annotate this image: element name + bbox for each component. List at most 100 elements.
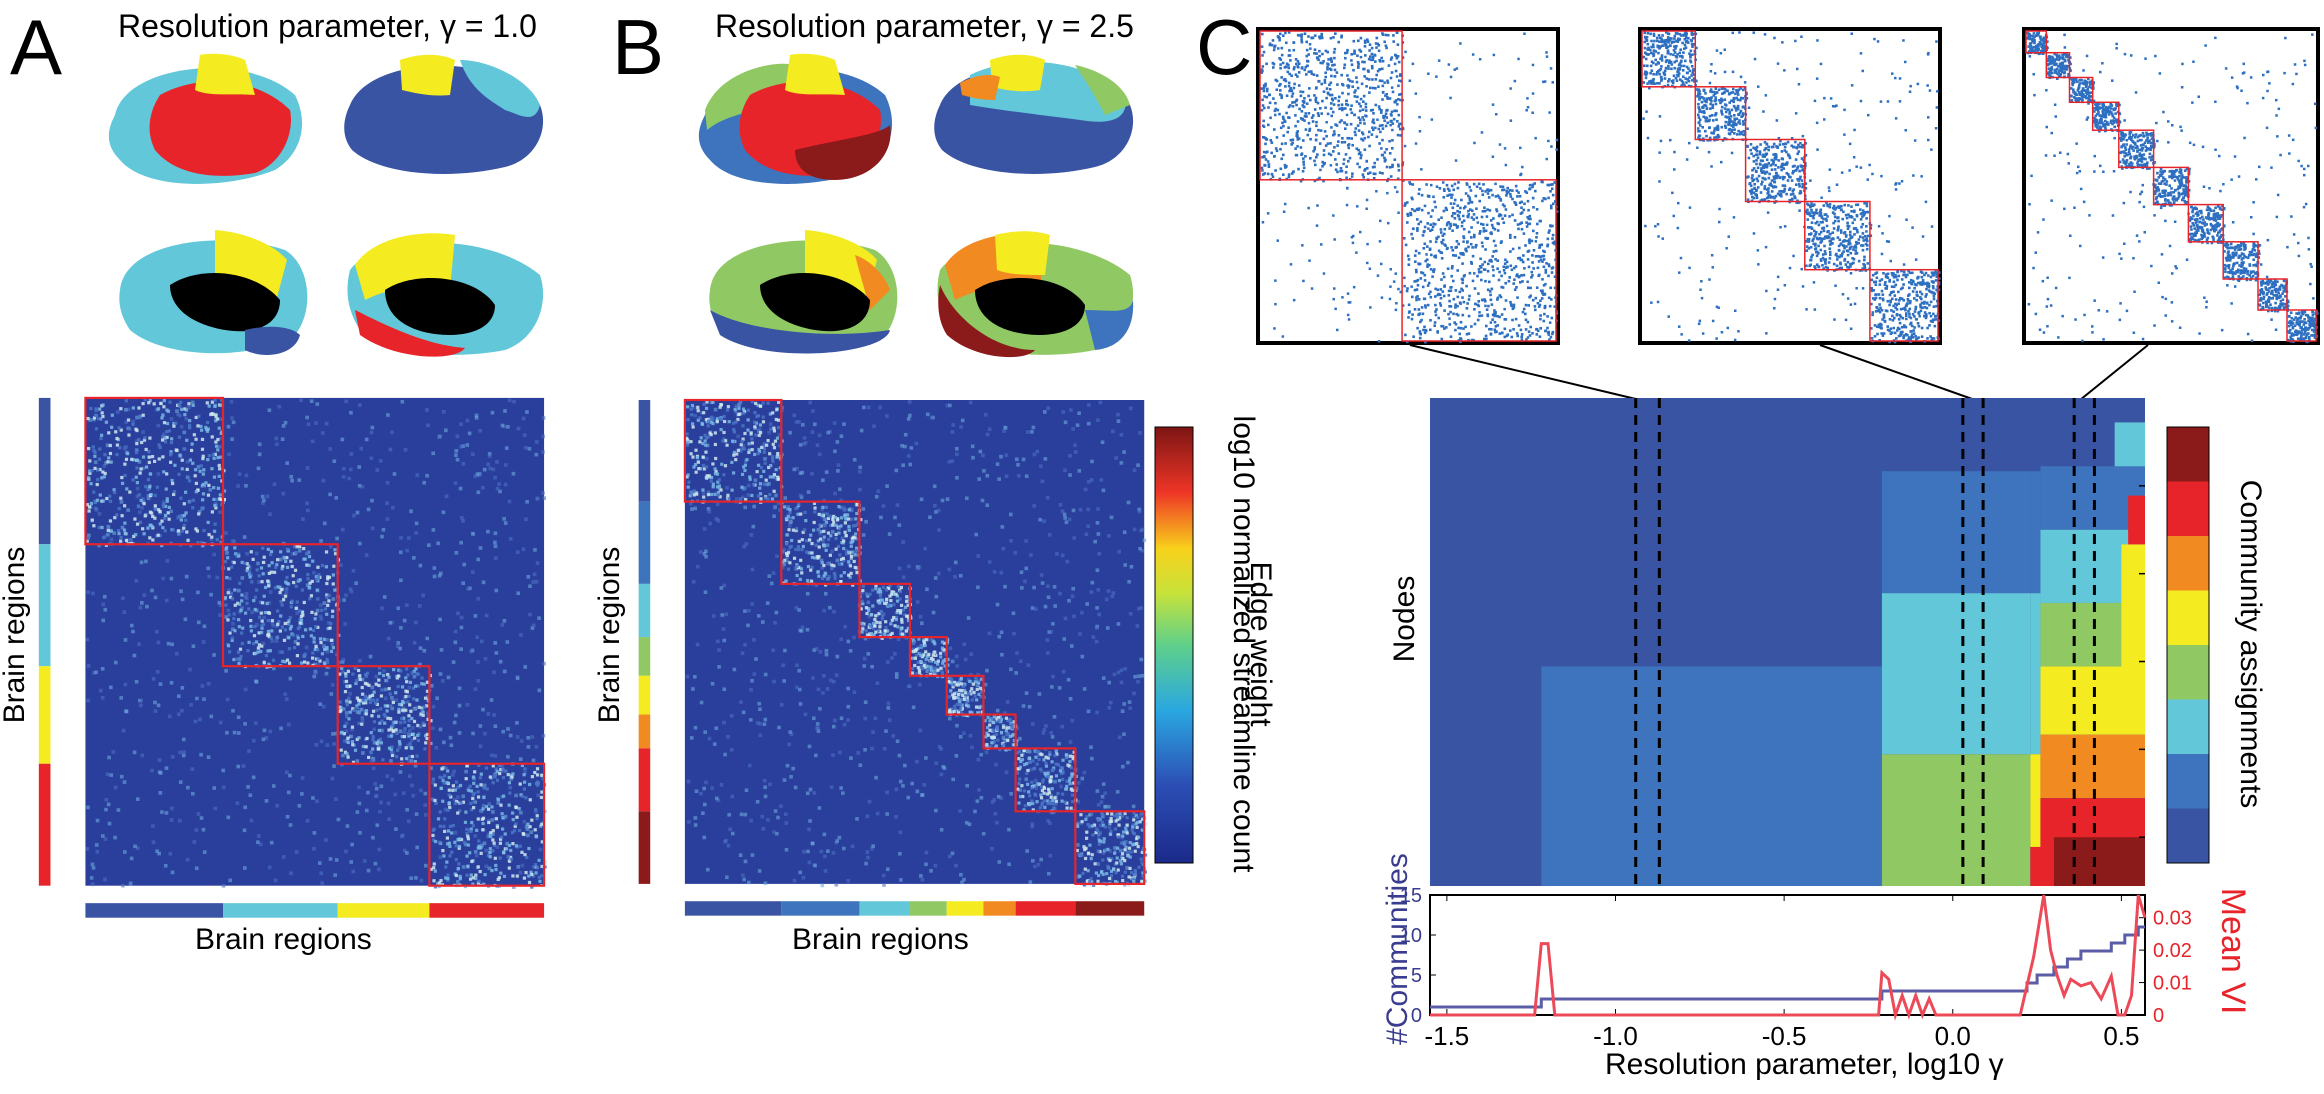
community-region [2030, 754, 2041, 847]
community-bar-bottom [781, 901, 860, 916]
community-block [336, 665, 431, 765]
inset-block [1694, 86, 1747, 141]
inset-block [2152, 166, 2190, 206]
panel-b-colorbar-label-2: log10 normalized streamline count [1227, 415, 1260, 873]
brain-lateral-left [698, 53, 893, 184]
community-bar-left [638, 400, 651, 502]
community-bar-left [638, 637, 651, 676]
brain-medial-right [937, 231, 1134, 358]
community-bar-bottom [684, 901, 782, 916]
community-bar-left [38, 544, 51, 667]
panel-c-heatmap-ylabel: Nodes [1388, 575, 1421, 663]
panel-b-title: Resolution parameter, γ = 2.5 [715, 8, 1134, 44]
community-region [1881, 593, 2031, 755]
brain-lateral-right [344, 54, 544, 174]
brain-medial-right [347, 233, 544, 357]
panel-b-brain-renders [698, 53, 1134, 358]
inset-block [1869, 268, 1939, 342]
community-bar-bottom [909, 901, 947, 916]
right-tick-label: 0.02 [2153, 940, 2192, 962]
panel-b-colorbar [1154, 426, 1194, 864]
brain-lateral-left [108, 53, 303, 184]
inset-block [1259, 30, 1403, 181]
colorbar-swatch [2167, 536, 2209, 591]
community-block [780, 500, 861, 585]
community-bar-left [638, 811, 651, 884]
x-tick-label: -1.5 [1424, 1021, 1469, 1051]
colorbar-swatch [2167, 808, 2209, 863]
panel-c-xlabel: Resolution parameter, log10 γ [1605, 1048, 2004, 1081]
panel-c-line-ylabel-left: #Communities [1381, 853, 1414, 1045]
panel-a-xlabel: Brain regions [195, 923, 372, 956]
inset-block [2045, 51, 2071, 79]
panel-b-connectivity-matrix [638, 398, 1148, 916]
community-bar-bottom [337, 903, 430, 918]
panel-a-connectivity-matrix [38, 396, 548, 918]
community-region [2128, 495, 2145, 545]
community-block [428, 762, 546, 887]
community-bar-left [638, 714, 651, 749]
community-bar-left [638, 501, 651, 584]
x-tick-label: 0.5 [2103, 1021, 2139, 1051]
community-region [2040, 466, 2145, 530]
panel-label-c: C [1196, 3, 1253, 91]
inset-block [2187, 203, 2224, 243]
community-block [1014, 747, 1077, 813]
community-bar-bottom [1015, 901, 1076, 916]
inset-block [1641, 30, 1697, 88]
community-bar-bottom [1075, 901, 1145, 916]
panel-c-inset-2 [1638, 27, 1942, 345]
right-tick-label: 0.01 [2153, 973, 2192, 995]
community-region [2053, 837, 2145, 886]
community-region [1541, 666, 1882, 886]
inset-block [2118, 129, 2155, 169]
panel-a-brain-renders [108, 53, 544, 357]
left-tick-label: 0 [1411, 1005, 1422, 1027]
panel-c-colorbar-label: Community assignments [2234, 479, 2267, 809]
community-block [908, 636, 948, 677]
panel-c-colorbar [2166, 426, 2210, 864]
colorbar-swatch [2167, 481, 2209, 536]
community-block [683, 398, 783, 503]
community-bar-left [38, 666, 51, 764]
community-region [2040, 734, 2145, 799]
community-block [945, 674, 985, 716]
community-bar-bottom [946, 901, 984, 916]
community-bar-left [638, 675, 651, 715]
colorbar-swatch [2167, 427, 2209, 482]
left-tick-label: 15 [1400, 885, 1422, 907]
community-bar-left [638, 748, 651, 812]
inset-block [1401, 179, 1557, 342]
panel-c-connectors [1409, 344, 2149, 401]
panel-c-line-ylabel-right: Mean VI [2214, 887, 2252, 1015]
community-bar-bottom [223, 903, 338, 918]
inset-block [2068, 76, 2094, 104]
community-block [221, 543, 339, 668]
community-bar-left [638, 583, 651, 638]
colorbar-swatch [2167, 699, 2209, 754]
right-tick-label: 0 [2153, 1005, 2164, 1027]
community-bar-bottom [859, 901, 910, 916]
x-tick-label: -1.0 [1593, 1021, 1638, 1051]
x-tick-label: 0.0 [1935, 1021, 1971, 1051]
inset-block [1804, 200, 1871, 271]
community-region [2030, 471, 2041, 594]
panel-label-a: A [10, 3, 63, 91]
series-communities [1430, 925, 2145, 1009]
panel-c-line-chart: 0 5 10 15 0 0.01 0.02 0.03 -1.5 -1.0 -0.5 0.0 0.5 [1400, 885, 2192, 1051]
community-bar-left [38, 397, 51, 545]
right-tick-label: 0.03 [2153, 908, 2192, 930]
left-tick-label: 10 [1400, 925, 1422, 947]
left-tick-label: 5 [1411, 965, 1422, 987]
colorbar-swatch [2167, 645, 2209, 700]
colorbar-swatch [2167, 590, 2209, 645]
panel-c-inset-3 [2022, 27, 2320, 345]
community-region [2121, 544, 2145, 691]
community-block [84, 396, 225, 546]
community-bar-bottom [85, 903, 224, 918]
community-region [2114, 422, 2145, 467]
inset-block [2286, 309, 2317, 342]
panel-c-inset-1 [1256, 27, 1560, 345]
community-region [2030, 846, 2041, 886]
brain-medial-left [709, 230, 898, 354]
